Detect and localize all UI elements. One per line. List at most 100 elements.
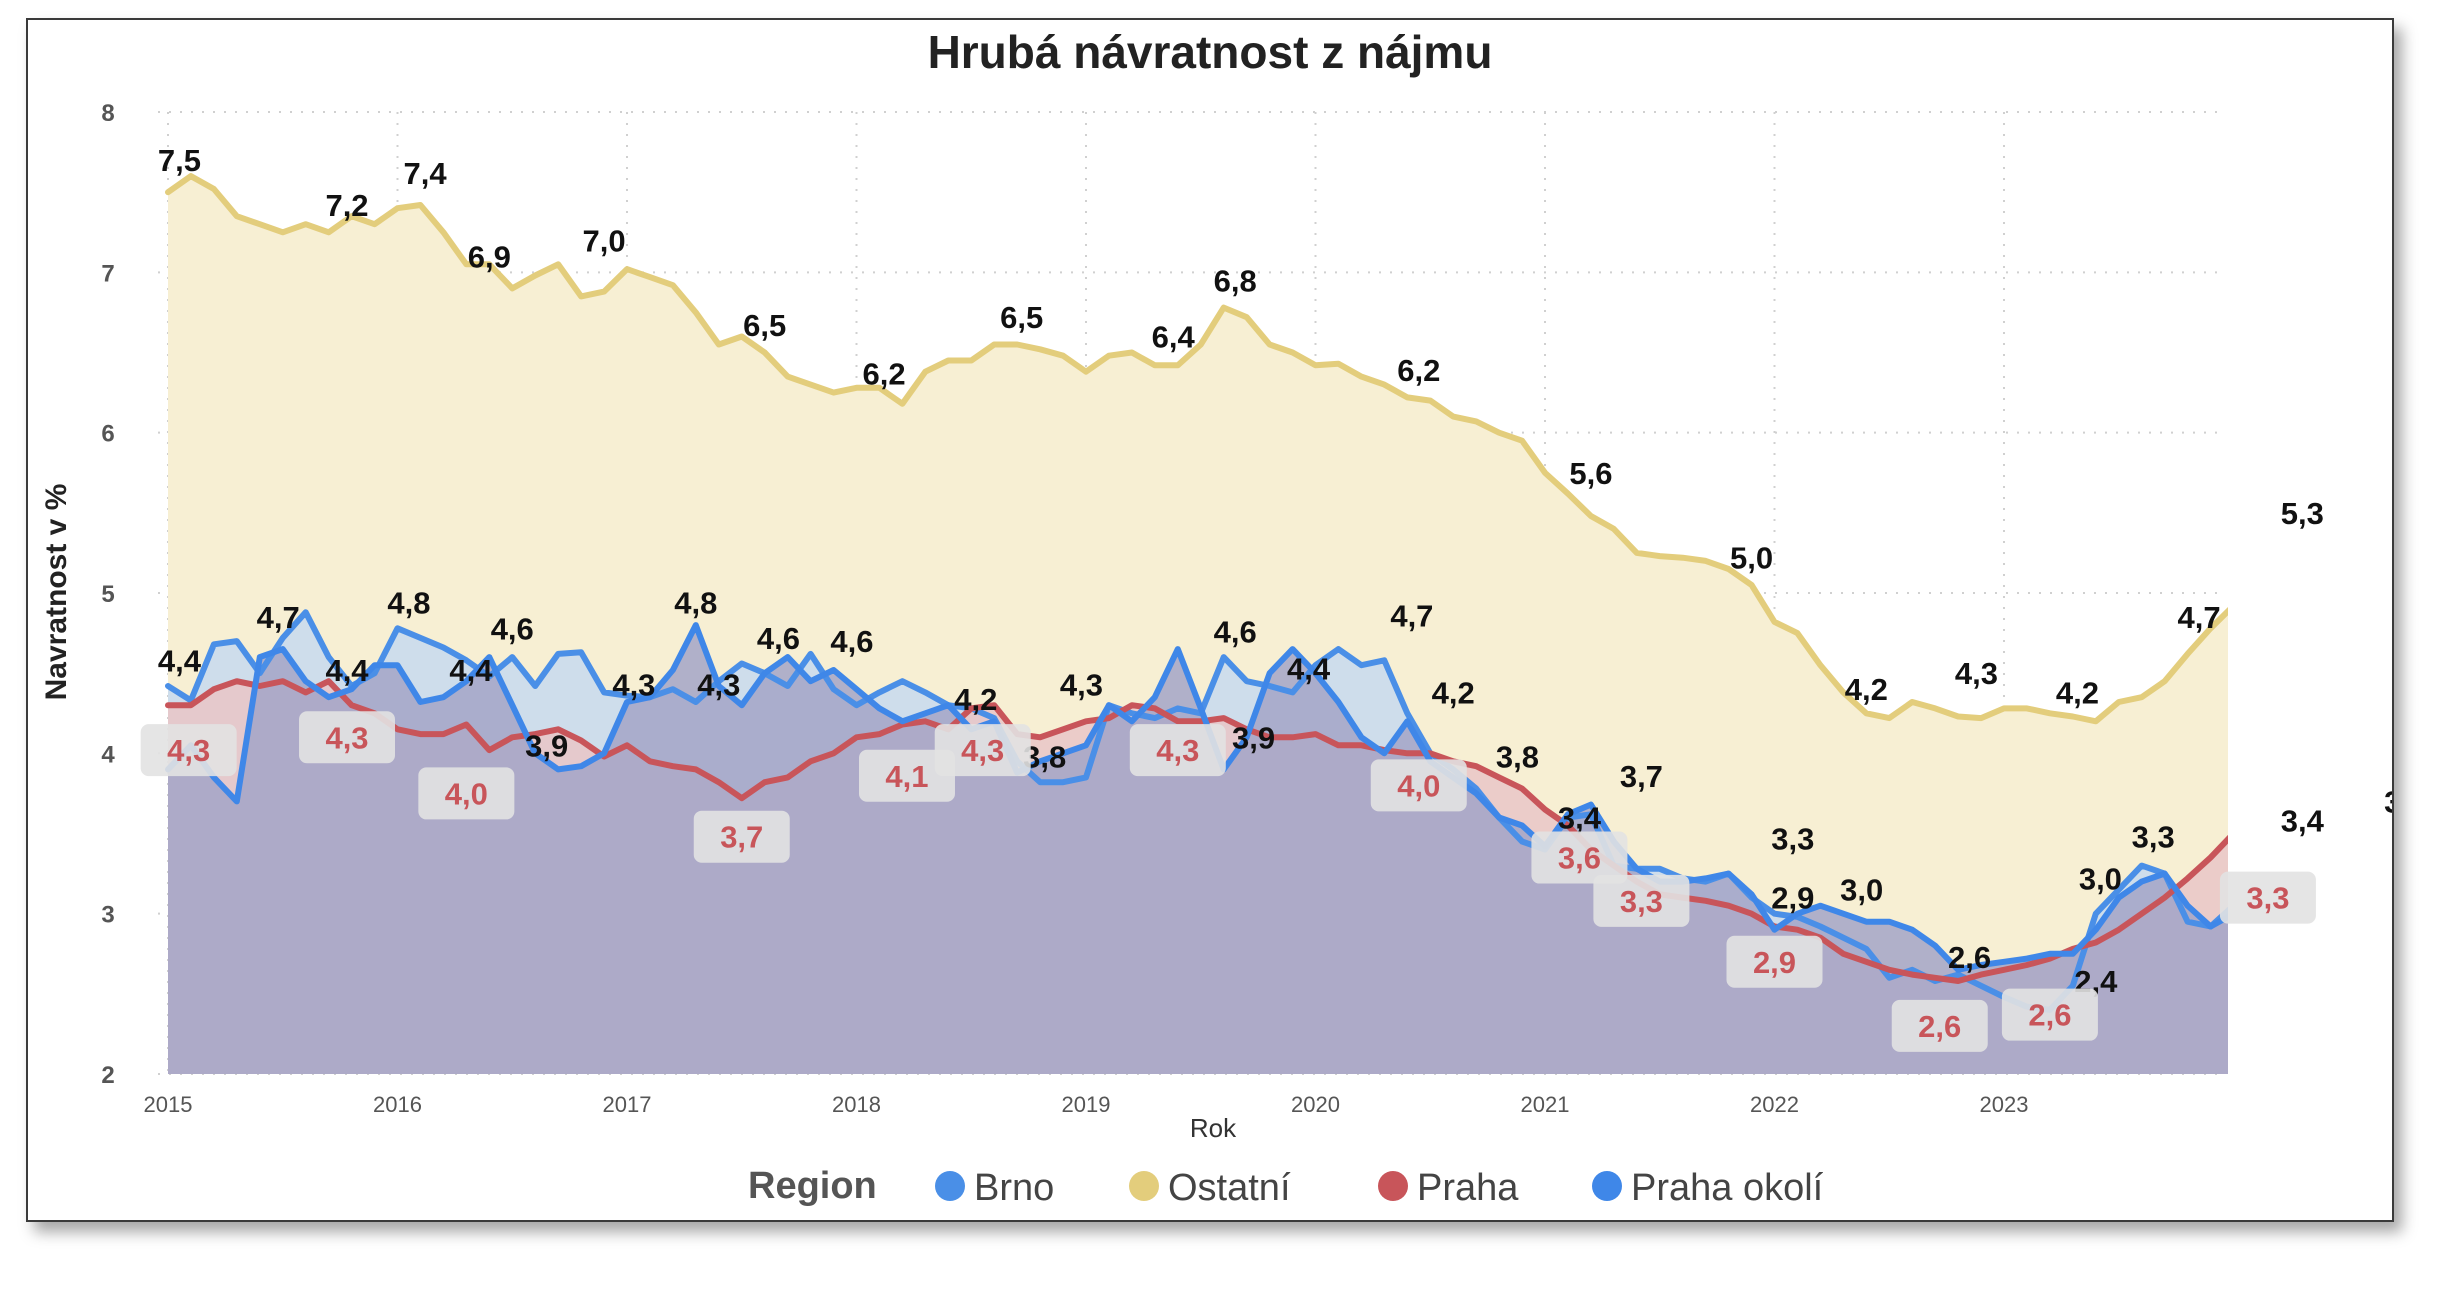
data-label: 2,6 bbox=[1948, 940, 1991, 975]
data-label: 4,4 bbox=[325, 653, 369, 688]
data-label-box bbox=[934, 724, 1031, 777]
data-label-box bbox=[2001, 988, 2098, 1041]
chart: Hrubá návratnost z nájmu 2 3 4 5 6 7 8 2015 201… bbox=[40, 26, 2392, 1209]
data-label-box bbox=[1891, 999, 1988, 1052]
series-area-3 bbox=[168, 625, 2228, 1074]
data-label: 4,8 bbox=[387, 586, 430, 621]
data-label: 4,3 bbox=[961, 733, 1004, 768]
data-label: 6,2 bbox=[1397, 353, 1440, 388]
legend-marker bbox=[935, 1171, 965, 1201]
data-label: 3,4 bbox=[1558, 800, 1602, 835]
data-label: 4,2 bbox=[1432, 675, 1475, 710]
data-label: 3,8 bbox=[1496, 740, 1539, 775]
data-label-box bbox=[140, 724, 237, 777]
data-label: 3,0 bbox=[1840, 873, 1883, 908]
data-label: 4,2 bbox=[1845, 672, 1888, 707]
data-label: 6,5 bbox=[1000, 300, 1043, 335]
data-label: 3,5 bbox=[2384, 784, 2392, 819]
data-label: 3,3 bbox=[1771, 821, 1814, 856]
data-label-box bbox=[1726, 935, 1823, 988]
data-label-box bbox=[299, 711, 396, 764]
legend-entry[interactable]: Praha okolí bbox=[1631, 1167, 1824, 1209]
x-tick-label: 2021 bbox=[1521, 1092, 1570, 1117]
data-label-box bbox=[1593, 874, 1690, 927]
legend-entry[interactable]: Praha bbox=[1417, 1167, 1519, 1209]
data-label: 5,0 bbox=[1730, 541, 1773, 576]
x-tick-label: 2020 bbox=[1291, 1092, 1340, 1117]
series-line-2 bbox=[165, 678, 2228, 984]
data-label: 3,3 bbox=[1620, 884, 1663, 919]
x-axis-label: Rok bbox=[1190, 1113, 1237, 1143]
x-tick-label: 2019 bbox=[1062, 1092, 1111, 1117]
chart-title: Hrubá návratnost z nájmu bbox=[928, 26, 1493, 78]
y-tick-label: 3 bbox=[101, 902, 114, 929]
legend-marker bbox=[1378, 1171, 1408, 1201]
data-label: 4,3 bbox=[1156, 733, 1199, 768]
x-tick-label: 2023 bbox=[1980, 1092, 2029, 1117]
chart-card: Hrubá návratnost z nájmu 2 3 4 5 6 7 8 2015 201… bbox=[26, 18, 2394, 1222]
legend-entry[interactable]: Ostatní bbox=[1168, 1167, 1291, 1209]
data-label: 6,8 bbox=[1214, 263, 1257, 298]
data-label: 4,2 bbox=[954, 682, 997, 717]
data-label: 4,1 bbox=[885, 759, 928, 794]
legend-entry[interactable]: Brno bbox=[974, 1167, 1054, 1209]
series-line-0 bbox=[165, 173, 2228, 725]
data-label: 4,3 bbox=[325, 720, 368, 755]
data-label: 3,7 bbox=[1620, 759, 1663, 794]
data-label: 4,6 bbox=[757, 621, 800, 656]
data-label: 4,0 bbox=[445, 776, 488, 811]
data-label: 4,7 bbox=[2178, 600, 2221, 635]
data-label: 2,9 bbox=[1771, 881, 1814, 916]
y-tick-label: 4 bbox=[101, 741, 115, 768]
data-label: 7,0 bbox=[582, 223, 625, 258]
data-label: 4,8 bbox=[674, 586, 717, 621]
data-label: 4,3 bbox=[612, 667, 655, 702]
x-tick-label: 2022 bbox=[1750, 1092, 1799, 1117]
data-label: 3,9 bbox=[1232, 720, 1275, 755]
data-label: 6,9 bbox=[468, 239, 511, 274]
data-label: 3,3 bbox=[2132, 820, 2175, 855]
data-label: 2,6 bbox=[2028, 998, 2071, 1033]
data-label: 7,2 bbox=[325, 188, 368, 223]
data-label: 2,6 bbox=[1918, 1009, 1961, 1044]
data-label: 4,3 bbox=[167, 733, 210, 768]
y-axis-label: Navratnost v % bbox=[40, 484, 73, 701]
x-tick-label: 2015 bbox=[144, 1092, 193, 1117]
data-label: 4,4 bbox=[449, 653, 493, 688]
data-label: 6,4 bbox=[1152, 319, 1196, 354]
y-tick-label: 8 bbox=[101, 100, 114, 127]
data-label-box bbox=[1370, 759, 1467, 812]
data-label-box bbox=[858, 749, 955, 802]
data-label: 5,6 bbox=[1569, 456, 1612, 491]
data-label: 4,3 bbox=[1060, 667, 1103, 702]
y-tick-label: 6 bbox=[101, 421, 114, 448]
data-label-box bbox=[1531, 831, 1628, 884]
legend-marker bbox=[1592, 1171, 1622, 1201]
y-tick-label: 2 bbox=[101, 1062, 114, 1089]
series-line-1 bbox=[165, 609, 2228, 1013]
data-label: 3,7 bbox=[720, 820, 763, 855]
data-label-box bbox=[418, 767, 515, 820]
data-label: 4,7 bbox=[1390, 598, 1433, 633]
data-label: 3,6 bbox=[1558, 841, 1601, 876]
x-tick-label: 2018 bbox=[832, 1092, 881, 1117]
legend: Region Brno Ostatní Praha Praha okolí bbox=[748, 1165, 1824, 1209]
data-label: 4,4 bbox=[1287, 651, 1331, 686]
data-label: 4,3 bbox=[697, 667, 740, 702]
data-label: 6,5 bbox=[743, 308, 786, 343]
data-label: 5,3 bbox=[2281, 496, 2324, 531]
data-label: 4,6 bbox=[1214, 614, 1257, 649]
x-tick-label: 2016 bbox=[373, 1092, 422, 1117]
data-label: 3,0 bbox=[2079, 861, 2122, 896]
y-tick-label: 7 bbox=[101, 260, 114, 287]
legend-title: Region bbox=[748, 1165, 877, 1207]
data-label: 7,5 bbox=[158, 143, 201, 178]
data-label: 6,2 bbox=[862, 356, 905, 391]
y-tick-label: 5 bbox=[101, 581, 114, 608]
legend-marker bbox=[1129, 1171, 1159, 1201]
x-tick-label: 2017 bbox=[603, 1092, 652, 1117]
data-label: 2,9 bbox=[1753, 945, 1796, 980]
data-label: 3,9 bbox=[525, 728, 568, 763]
data-label: 4,4 bbox=[158, 643, 202, 678]
data-label: 4,2 bbox=[2056, 675, 2099, 710]
